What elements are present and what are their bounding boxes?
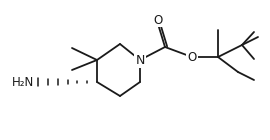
Text: N: N [135, 53, 145, 66]
Text: H₂N: H₂N [12, 75, 34, 88]
Text: O: O [153, 13, 163, 26]
Text: O: O [187, 51, 197, 64]
